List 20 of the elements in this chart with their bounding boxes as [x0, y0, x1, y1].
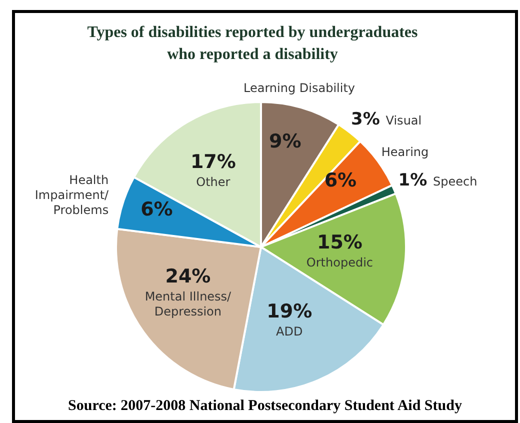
slice-label: Speech — [433, 174, 478, 188]
data-label: 6% — [140, 198, 173, 221]
data-label: 17% — [190, 151, 236, 174]
chart-title: Types of disabilities reported by undergraduates who reported a disability — [86, 23, 419, 65]
slice-label: Mental Illness/Depression — [144, 289, 232, 318]
slice-label: Health Impairment/Problems — [34, 173, 110, 218]
data-label: 6% — [324, 170, 357, 192]
data-label: 9% — [268, 130, 302, 153]
data-label: 19% — [266, 300, 312, 323]
slice-label: ADD — [276, 324, 303, 339]
slice-label: Visual — [386, 114, 422, 128]
slice-label: Other — [196, 175, 230, 190]
data-label: 24% — [165, 265, 211, 288]
data-label: 3% — [351, 110, 386, 130]
data-label: 15% — [316, 231, 362, 254]
slice-label: Orthopedic — [306, 255, 374, 270]
slice-label: Hearing — [381, 144, 429, 159]
data-label: 1% — [398, 170, 434, 190]
slice-label: Learning Disability — [243, 81, 355, 96]
source-note: Source: 2007-2008 National Postsecondary Student Aid Study — [16, 398, 514, 415]
